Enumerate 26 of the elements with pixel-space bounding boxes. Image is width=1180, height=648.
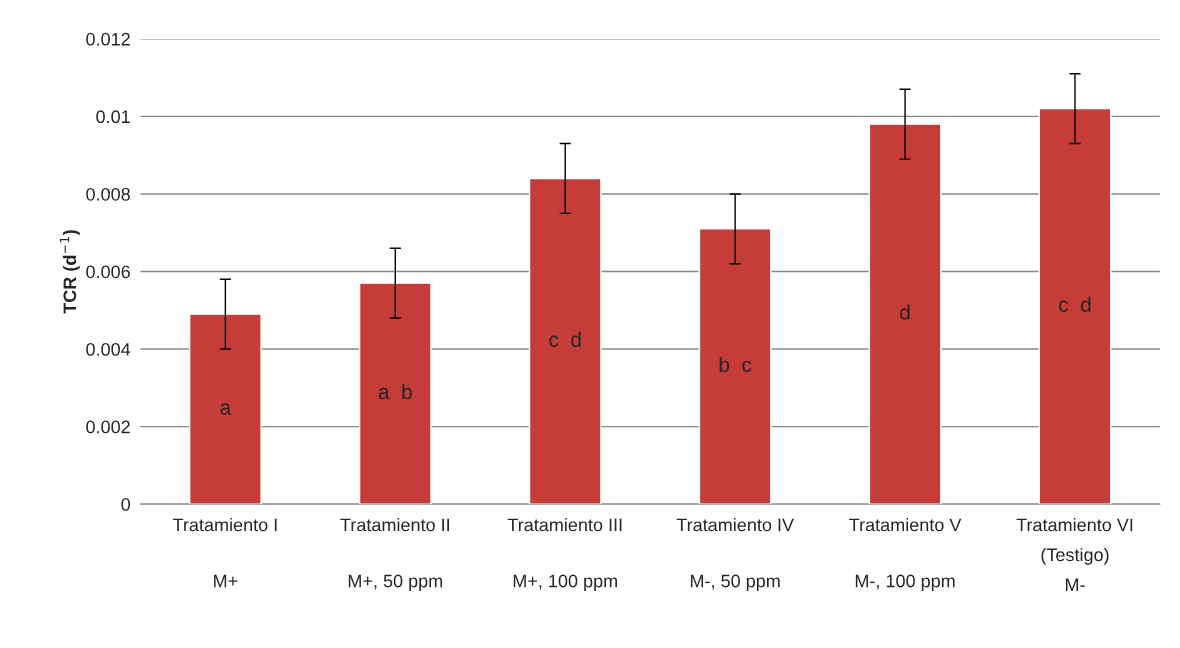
annotation: a xyxy=(220,403,232,415)
annotation: b c xyxy=(719,356,752,373)
y-tick-label: 0 xyxy=(121,498,130,511)
category-label: Tratamiento III M+, 100 ppm xyxy=(507,518,622,591)
category-label: Tratamiento I M+ xyxy=(172,518,277,588)
category-label: Tratamiento V M-, 100 ppm xyxy=(849,518,962,591)
category-label: Tratamiento IV M-, 50 ppm xyxy=(676,518,794,591)
annotation: c d xyxy=(549,331,581,347)
y-axis-title: TCR (d$^{−1}$) xyxy=(59,230,80,314)
x-tick-label: Tratamiento VI (Testigo) M- xyxy=(1016,518,1133,591)
bar xyxy=(868,123,942,505)
bar xyxy=(528,177,602,505)
annotation: c d xyxy=(1059,296,1091,312)
y-tick-label: 0.01 xyxy=(96,110,130,124)
y-tick-label: 0.008 xyxy=(86,187,130,201)
bar xyxy=(358,282,432,505)
bar xyxy=(1038,107,1112,505)
bar xyxy=(698,228,772,505)
y-tick-label: 0.006 xyxy=(86,265,130,279)
y-tick-label: 0.002 xyxy=(86,420,130,434)
category-label: Tratamiento II M+, 50 ppm xyxy=(340,518,449,591)
y-tick-label: 0.012 xyxy=(86,32,130,46)
annotation: a b xyxy=(378,383,412,400)
bar xyxy=(189,313,262,505)
annotation: d xyxy=(900,304,910,320)
y-tick-label: 0.004 xyxy=(86,342,131,356)
